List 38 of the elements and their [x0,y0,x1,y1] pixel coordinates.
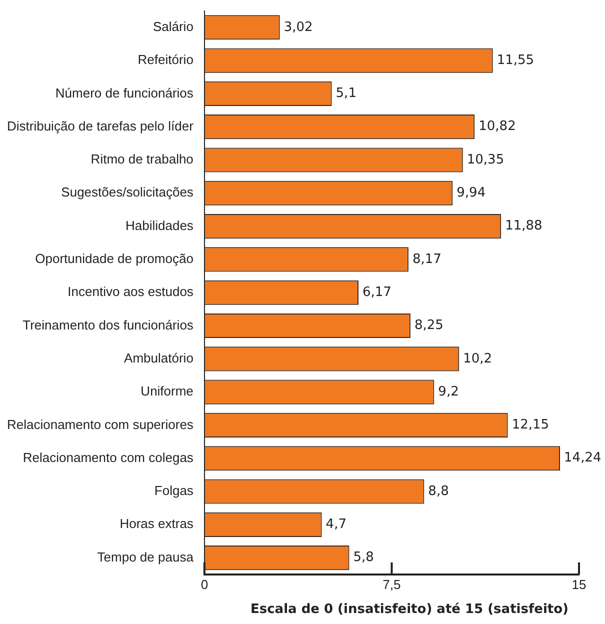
y-tick-label: Distribuição de tarefas pelo líder [6,118,194,134]
y-tick-label: Relacionamento com colegas [22,450,194,465]
y-tick-label: Oportunidade de promoção [35,251,194,266]
data-label: 10,2 [463,351,492,366]
data-label: 14,24 [564,450,602,466]
y-tick-label: Refeitório [138,52,194,68]
data-label: 6,17 [362,284,392,300]
y-tick-label: Sugestões/solicitações [61,184,194,200]
y-tick-label: Ambulatório [124,350,194,366]
x-tick-label: 7,5 [382,576,401,592]
data-label: 11,88 [505,218,542,234]
data-label: 11,55 [496,52,534,68]
x-tick-label: 0 [200,576,208,592]
data-label: 5,8 [353,550,374,566]
y-tick-label: Treinamento dos funcionários [22,317,194,332]
y-tick-label: Tempo de pausa [97,549,194,564]
data-label: 3,02 [284,20,313,35]
y-tick-label: Horas extras [120,516,194,532]
data-label: 4,7 [326,517,346,532]
x-tick-label: 15 [572,576,586,592]
data-label: 10,35 [466,152,504,168]
y-tick-label: Folgas [154,483,194,498]
y-tick-label: Ritmo de trabalho [90,152,194,167]
data-label: 8,8 [428,484,449,499]
x-axis-title: Escala de 0 (insatisfeito) até 15 (satisfeito) [249,602,570,617]
y-tick-label: Uniforme [140,384,194,399]
y-tick-label: Incentivo aos estudos [68,284,194,300]
data-label: 8,17 [412,252,442,267]
y-tick-label: Salário [152,18,194,34]
data-label: 9,2 [438,384,459,400]
data-label: 5,1 [336,86,356,102]
y-tick-label: Relacionamento com superiores [6,416,194,432]
y-tick-label: Habilidades [125,218,194,233]
data-label: 10,82 [478,119,516,134]
data-label: 9,94 [456,186,486,201]
data-label: 8,25 [414,318,444,334]
data-label: 12,15 [512,418,550,433]
y-tick-label: Número de funcionários [55,85,194,100]
